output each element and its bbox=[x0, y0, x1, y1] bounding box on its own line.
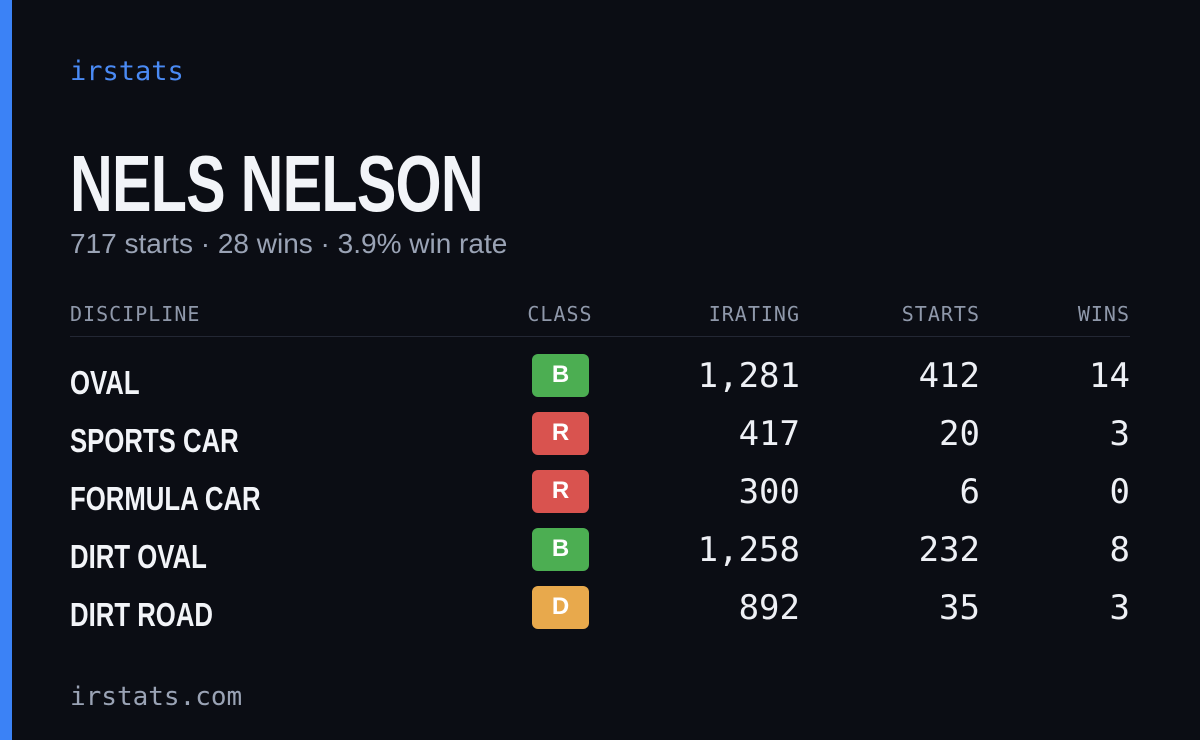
class-badge: B bbox=[532, 528, 589, 571]
starts-value: 35 bbox=[939, 588, 980, 628]
starts-value: 232 bbox=[918, 530, 980, 570]
discipline: DIRT ROAD bbox=[70, 596, 213, 633]
starts-value: 6 bbox=[959, 472, 980, 512]
class-badge: D bbox=[532, 586, 589, 629]
irating-value: 1,281 bbox=[697, 356, 800, 396]
accent-bar bbox=[0, 0, 12, 740]
column-header: CLASS bbox=[527, 302, 593, 326]
class-badge: R bbox=[532, 412, 589, 455]
footer: irstats.com bbox=[70, 682, 243, 712]
wins-value: 0 bbox=[1109, 472, 1130, 512]
driver-summary: 717 starts · 28 wins · 3.9% win rate bbox=[70, 228, 508, 259]
irating-value: 300 bbox=[738, 472, 800, 512]
class-badge: R bbox=[532, 470, 589, 513]
discipline: FORMULA CAR bbox=[70, 480, 261, 517]
discipline: SPORTS CAR bbox=[70, 422, 239, 459]
column-header: IRATING bbox=[708, 302, 800, 326]
discipline: DIRT OVAL bbox=[70, 538, 207, 575]
starts-value: 20 bbox=[939, 414, 980, 454]
wins-value: 14 bbox=[1089, 356, 1130, 396]
starts-value: 412 bbox=[918, 356, 980, 396]
irating-value: 1,258 bbox=[697, 530, 800, 570]
wins-value: 8 bbox=[1109, 530, 1130, 570]
irating-value: 892 bbox=[738, 588, 800, 628]
brand: irstats bbox=[70, 56, 184, 87]
discipline: OVAL bbox=[70, 364, 140, 401]
header-divider bbox=[70, 336, 1130, 337]
wins-value: 3 bbox=[1109, 414, 1130, 454]
driver-name: NELS NELSON bbox=[70, 139, 484, 228]
column-header: DISCIPLINE bbox=[70, 302, 201, 326]
irating-value: 417 bbox=[738, 414, 800, 454]
wins-value: 3 bbox=[1109, 588, 1130, 628]
class-badge: B bbox=[532, 354, 589, 397]
column-header: STARTS bbox=[901, 302, 980, 326]
column-header: WINS bbox=[1077, 302, 1130, 326]
